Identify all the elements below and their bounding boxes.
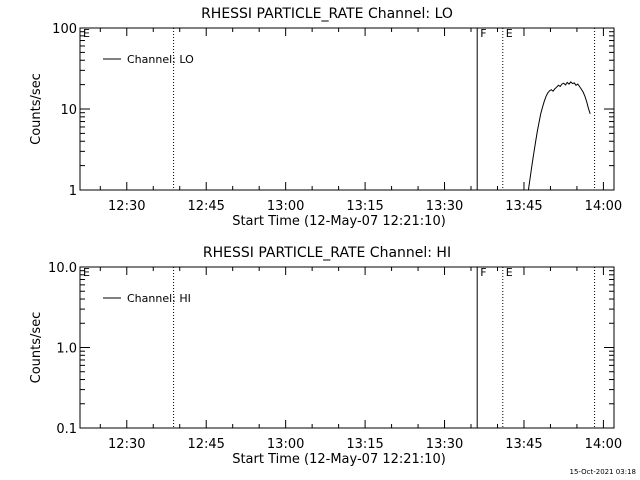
x-tick-label: 14:00 <box>585 437 622 452</box>
x-tick-label: 12:30 <box>108 199 145 214</box>
x-tick-label: 13:45 <box>505 437 542 452</box>
x-tick-label: 13:00 <box>267 199 304 214</box>
marker-label: E <box>83 266 90 279</box>
y-tick-label: 10 <box>60 103 77 118</box>
series-line <box>527 81 591 191</box>
legend-entry: Channel: HI <box>127 292 191 305</box>
y-tick-label: 1 <box>69 184 77 199</box>
marker-label: E <box>506 27 513 40</box>
y-tick-label: 100 <box>52 22 77 37</box>
x-tick-label: 14:00 <box>585 199 622 214</box>
chart-title: RHESSI PARTICLE_RATE Channel: HI <box>203 245 451 261</box>
x-axis-label: Start Time (12-May-07 12:21:10) <box>232 452 446 467</box>
x-tick-label: 12:30 <box>108 437 145 452</box>
marker-label: F <box>480 27 486 40</box>
legend-entry: Channel: LO <box>127 53 194 66</box>
x-tick-label: 13:30 <box>426 199 463 214</box>
x-axis-label: Start Time (12-May-07 12:21:10) <box>232 214 446 229</box>
footer-timestamp: 15-Oct-2021 03:18 <box>570 468 636 476</box>
y-axis-label: Counts/sec <box>29 312 44 384</box>
y-tick-label: 0.1 <box>56 422 77 437</box>
x-tick-label: 12:45 <box>187 199 224 214</box>
y-tick-label: 10.0 <box>48 261 77 276</box>
marker-label: E <box>506 266 513 279</box>
x-tick-label: 13:15 <box>346 199 383 214</box>
marker-label: F <box>480 266 486 279</box>
chart-title: RHESSI PARTICLE_RATE Channel: LO <box>201 6 453 22</box>
x-tick-label: 13:15 <box>346 437 383 452</box>
y-axis-label: Counts/sec <box>29 73 44 145</box>
y-tick-label: 1.0 <box>56 342 77 357</box>
panel-1: RHESSI PARTICLE_RATE Channel: LO 12:30 12:… <box>29 6 622 229</box>
x-tick-label: 13:30 <box>426 437 463 452</box>
x-tick-label: 13:00 <box>267 437 304 452</box>
x-tick-label: 13:45 <box>505 199 542 214</box>
panel-2: RHESSI PARTICLE_RATE Channel: HI 12:30 12:… <box>29 245 622 467</box>
x-tick-label: 12:45 <box>187 437 224 452</box>
marker-label: E <box>83 27 90 40</box>
